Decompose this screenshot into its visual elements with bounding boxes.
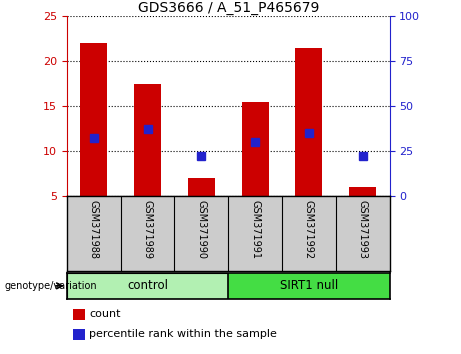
Text: percentile rank within the sample: percentile rank within the sample [89, 329, 278, 339]
Text: GSM371990: GSM371990 [196, 200, 207, 259]
Bar [242, 102, 268, 196]
Text: GSM371992: GSM371992 [304, 200, 314, 259]
Bar [67, 273, 228, 299]
Text: GSM371993: GSM371993 [358, 200, 368, 259]
Bar [296, 47, 322, 196]
Text: count: count [89, 309, 121, 319]
Bar [188, 178, 215, 196]
Text: genotype/variation: genotype/variation [5, 281, 97, 291]
Text: GSM371988: GSM371988 [89, 200, 99, 259]
Bar [73, 309, 84, 320]
Text: GSM371989: GSM371989 [142, 200, 153, 259]
Text: GSM371991: GSM371991 [250, 200, 260, 259]
Bar [80, 43, 107, 196]
Bar [349, 188, 376, 196]
Text: SIRT1 null: SIRT1 null [280, 279, 338, 292]
Bar [228, 273, 390, 299]
Bar [134, 84, 161, 196]
Bar [73, 329, 84, 339]
Title: GDS3666 / A_51_P465679: GDS3666 / A_51_P465679 [137, 1, 319, 15]
Text: control: control [127, 279, 168, 292]
